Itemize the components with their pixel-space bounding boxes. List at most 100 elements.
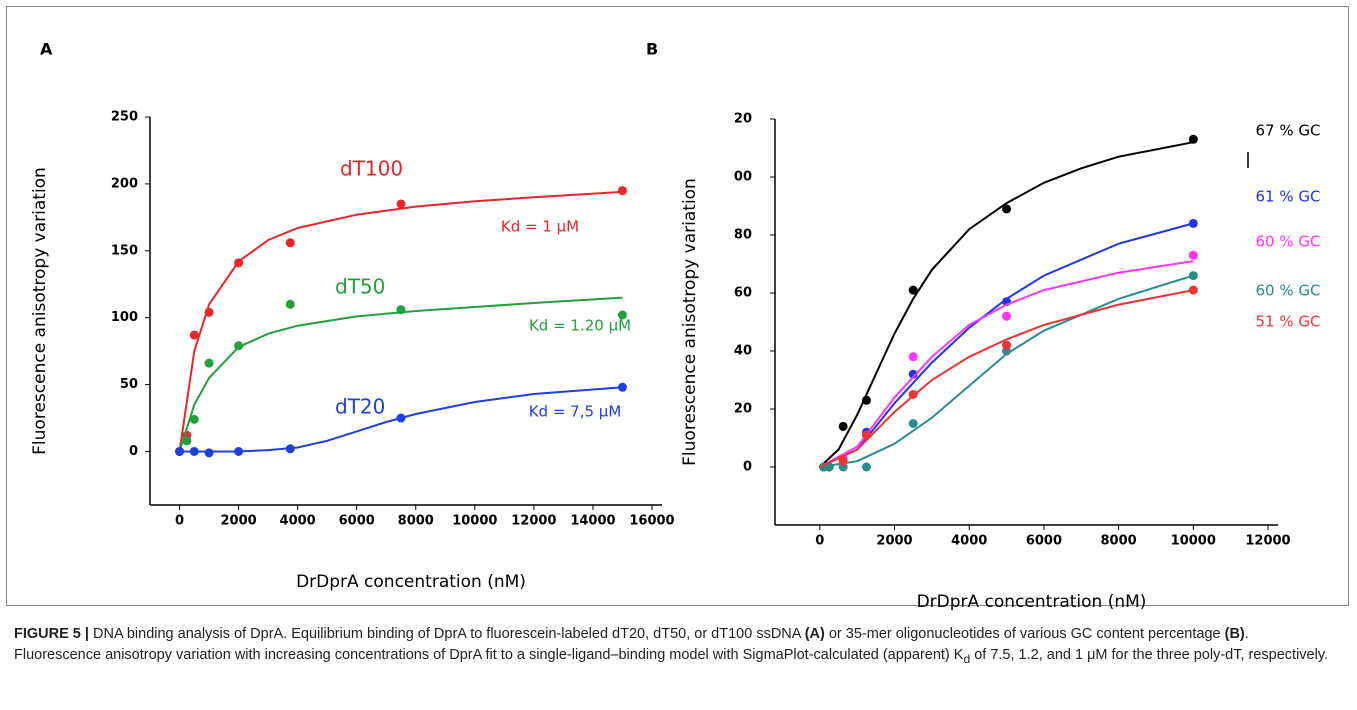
- data-point: [204, 358, 214, 368]
- data-point: [862, 430, 872, 440]
- caption-text: DNA binding analysis of DprA. Equilibriu…: [88, 626, 805, 642]
- data-point: [189, 414, 199, 424]
- data-point: [1002, 311, 1012, 321]
- fit-curve: [819, 274, 1194, 468]
- data-point: [234, 446, 244, 456]
- caption-bold: (A): [804, 626, 825, 642]
- caption: FIGURE 5 | DNA binding analysis of DprA.…: [14, 624, 1339, 670]
- y-tick-label: 20: [734, 402, 752, 417]
- data-point: [838, 456, 848, 466]
- data-point: [396, 199, 406, 209]
- caption-text: . Fluorescence anisotropy variation with…: [14, 626, 1249, 663]
- series-label: dT100: [340, 157, 403, 181]
- x-tick-label: 8000: [1101, 534, 1137, 549]
- y-axis-title: Fluorescence anisotropy variation: [30, 167, 50, 455]
- x-tick-label: 4000: [951, 534, 987, 549]
- legend-label: 67 % GC: [1256, 122, 1321, 140]
- fit-curve: [179, 386, 623, 453]
- data-point: [234, 258, 244, 268]
- data-point: [285, 444, 295, 454]
- x-tick-label: 6000: [339, 514, 375, 529]
- data-point: [189, 330, 199, 340]
- caption-text: or 35-mer oligonucleotides of various GC…: [824, 626, 1225, 642]
- data-point: [1188, 218, 1198, 228]
- fit-curve: [178, 296, 623, 452]
- y-tick-label: 80: [734, 228, 752, 243]
- data-point: [1188, 134, 1198, 144]
- caption-text: of 7.5, 1.2, and 1 μM for the three poly…: [970, 647, 1329, 663]
- data-point: [396, 305, 406, 315]
- data-point: [1002, 340, 1012, 350]
- data-point: [1188, 271, 1198, 281]
- data-point: [1002, 204, 1012, 214]
- y-tick-label: 250: [111, 110, 138, 125]
- caption-sub: d: [963, 651, 971, 666]
- legend-label: 61 % GC: [1256, 188, 1321, 206]
- data-point: [1188, 285, 1198, 295]
- series-label: dT20: [335, 395, 385, 419]
- data-point: [204, 307, 214, 317]
- data-point: [182, 436, 192, 446]
- data-point: [285, 299, 295, 309]
- series-label: dT50: [335, 275, 385, 299]
- data-point: [204, 448, 214, 458]
- x-tick-label: 16000: [629, 514, 674, 529]
- x-tick-label: 4000: [280, 514, 316, 529]
- fit-curve: [819, 141, 1194, 468]
- y-tick-label: 200: [111, 176, 138, 191]
- y-tick-label: 20: [734, 112, 752, 127]
- panel-letter: A: [40, 40, 53, 59]
- data-point: [285, 238, 295, 248]
- figure-frame: [6, 6, 1349, 606]
- y-tick-label: 00: [734, 170, 752, 185]
- y-tick-label: 50: [120, 377, 138, 392]
- caption-bold: (B): [1224, 626, 1245, 642]
- y-tick-label: 0: [129, 444, 138, 459]
- data-point: [862, 462, 872, 472]
- x-tick-label: 2000: [220, 514, 256, 529]
- x-tick-label: 12000: [511, 514, 556, 529]
- fit-curve: [819, 260, 1194, 468]
- y-tick-label: 0: [743, 460, 752, 475]
- x-tick-label: 0: [815, 534, 824, 549]
- data-point: [234, 341, 244, 351]
- x-tick-label: 8000: [398, 514, 434, 529]
- data-point: [838, 421, 848, 431]
- x-tick-label: 2000: [876, 534, 912, 549]
- y-axis-title: Fluorescence anisotropy variation: [680, 178, 700, 466]
- annotation: Kd = 1.20 µM: [529, 317, 631, 335]
- data-point: [908, 390, 918, 399]
- x-tick-label: 12000: [1245, 534, 1290, 549]
- data-point: [862, 395, 872, 405]
- data-point: [617, 186, 627, 196]
- caption-label: FIGURE 5 |: [14, 626, 89, 642]
- y-tick-label: 60: [734, 286, 752, 301]
- legend-label: 60 % GC: [1256, 233, 1321, 251]
- legend-label: 60 % GC: [1256, 282, 1321, 300]
- data-point: [617, 382, 627, 392]
- data-point: [908, 369, 918, 379]
- panel-letter: B: [646, 40, 658, 59]
- data-point: [908, 352, 918, 362]
- x-tick-label: 6000: [1026, 534, 1062, 549]
- data-point: [1188, 250, 1198, 260]
- y-tick-label: 150: [111, 243, 138, 258]
- data-point: [908, 285, 918, 295]
- x-tick-label: 10000: [452, 514, 497, 529]
- data-point: [396, 413, 406, 423]
- fit-curve: [178, 190, 623, 452]
- x-axis-title: DrDprA concentration (nM): [296, 572, 526, 592]
- x-tick-label: 10000: [1171, 534, 1216, 549]
- x-tick-label: 14000: [570, 514, 615, 529]
- annotation: Kd = 7,5 µM: [529, 403, 622, 421]
- data-point: [189, 446, 199, 456]
- legend-label: 51 % GC: [1256, 313, 1321, 331]
- x-tick-label: 0: [175, 514, 184, 529]
- x-axis-title: DrDprA concentration (nM): [917, 592, 1147, 610]
- data-point: [908, 419, 918, 428]
- y-tick-label: 40: [734, 344, 752, 359]
- data-point: [175, 446, 185, 456]
- annotation: Kd = 1 µM: [501, 218, 579, 236]
- data-point: [617, 310, 627, 320]
